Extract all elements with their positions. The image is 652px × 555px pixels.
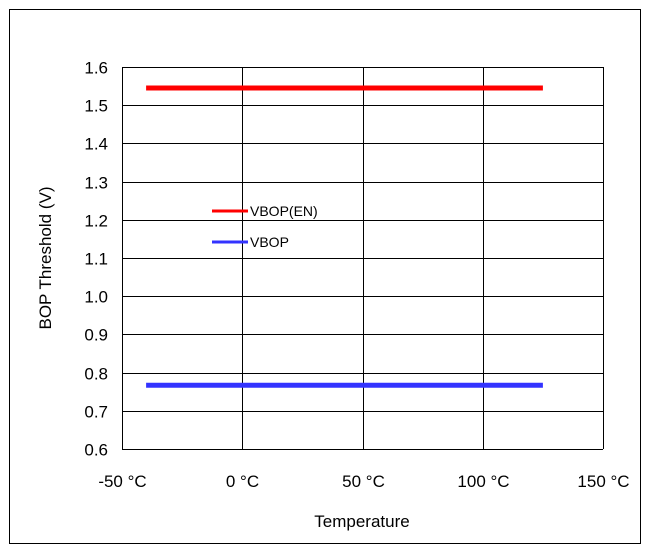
y-tick-label: 1.5 [84, 97, 108, 116]
y-tick-label: 1.0 [84, 288, 108, 307]
y-axis-title: BOP Threshold (V) [36, 187, 55, 330]
y-tick-label: 0.6 [84, 441, 108, 460]
x-axis-title: Temperature [314, 512, 409, 531]
y-tick-label: 1.3 [84, 174, 108, 193]
y-tick-label: 1.6 [84, 59, 108, 78]
legend-label: VBOP(EN) [250, 203, 318, 219]
grid [122, 67, 604, 450]
x-tick-label: 50 °C [342, 472, 385, 491]
legend-label: VBOP [250, 234, 289, 250]
x-tick-label: 0 °C [226, 472, 259, 491]
y-tick-label: 1.4 [84, 135, 108, 154]
y-tick-label: 1.1 [84, 250, 108, 269]
x-tick-label: 100 °C [457, 472, 509, 491]
y-axis-ticks: 0.6 0.7 0.8 0.9 1.0 1.1 1.2 1.3 1.4 1.5 1.6 [84, 59, 108, 460]
x-axis-ticks: -50 °C 0 °C 50 °C 100 °C 150 °C [98, 472, 629, 491]
x-tick-label: -50 °C [98, 472, 146, 491]
y-tick-label: 0.9 [84, 326, 108, 345]
chart-frame [9, 9, 641, 544]
y-tick-label: 1.2 [84, 212, 108, 231]
y-tick-label: 0.7 [84, 403, 108, 422]
legend: VBOP(EN) VBOP [212, 203, 318, 250]
y-tick-label: 0.8 [84, 365, 108, 384]
series-lines [146, 85, 543, 388]
x-tick-label: 150 °C [577, 472, 629, 491]
